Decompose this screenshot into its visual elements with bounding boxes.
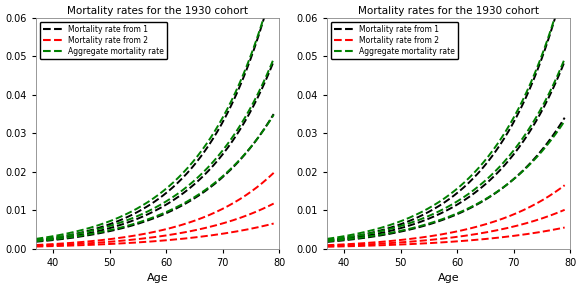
X-axis label: Age: Age xyxy=(438,273,460,284)
Title: Mortality rates for the 1930 cohort: Mortality rates for the 1930 cohort xyxy=(67,5,248,16)
Legend: Mortality rate from 1, Mortality rate from 2, Aggregate mortality rate: Mortality rate from 1, Mortality rate fr… xyxy=(331,22,458,59)
Legend: Mortality rate from 1, Mortality rate from 2, Aggregate mortality rate: Mortality rate from 1, Mortality rate fr… xyxy=(40,22,167,59)
X-axis label: Age: Age xyxy=(147,273,169,284)
Title: Mortality rates for the 1930 cohort: Mortality rates for the 1930 cohort xyxy=(358,5,539,16)
